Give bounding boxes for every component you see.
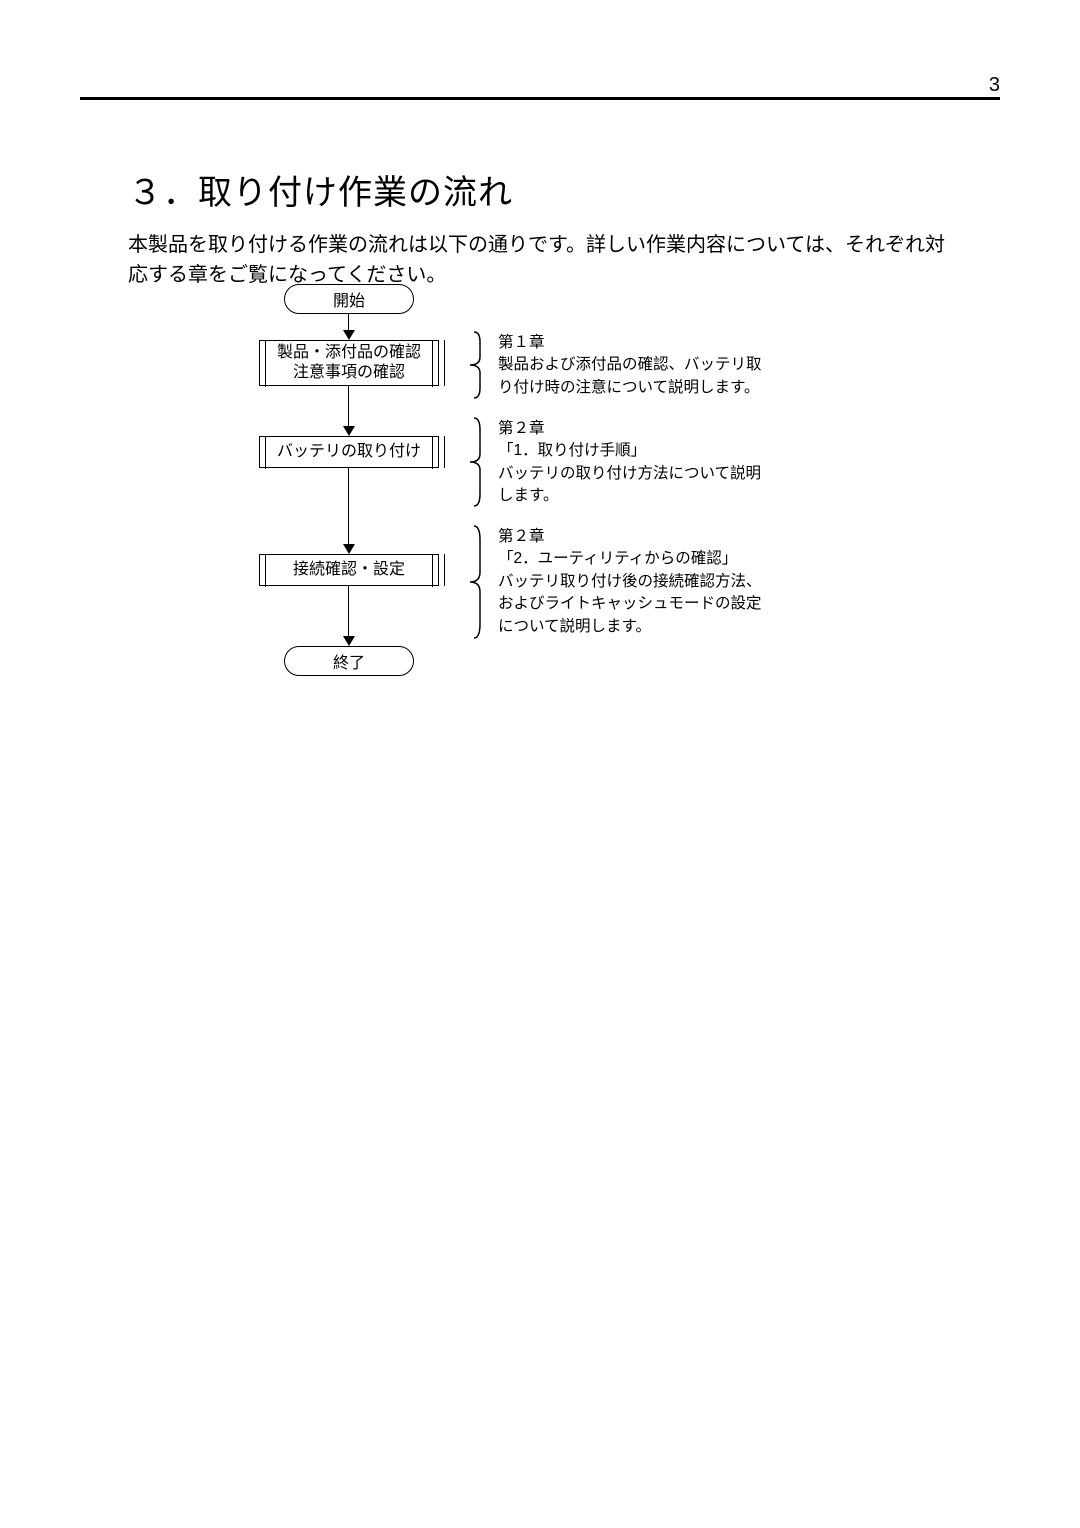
arrowhead-icon: [343, 330, 355, 340]
annotation-subtitle: 「2．ユーティリティからの確認」: [498, 550, 737, 567]
annotation-title: 第１章: [498, 334, 545, 351]
annotation-body: について説明します。: [498, 618, 651, 635]
annotation-body: およびライトキャッシュモードの設定: [498, 595, 762, 612]
predefined-process-stripe: [432, 340, 433, 387]
flowchart-step3-node: 接続確認・設定: [259, 554, 439, 586]
node-label: 製品・添付品の確認 注意事項の確認: [277, 343, 421, 383]
annotation-body: バッテリの取り付け方法について説明: [498, 465, 761, 482]
annotation-body: り付け時の注意について説明します。: [498, 379, 760, 396]
annotation-title: 第２章: [498, 420, 545, 437]
annotation-2: 第２章 「1．取り付け手順」 バッテリの取り付け方法について説明 します。: [498, 418, 838, 508]
arrowhead-icon: [343, 426, 355, 436]
node-label: バッテリの取り付け: [277, 442, 421, 462]
node-label-line: 注意事項の確認: [293, 364, 405, 381]
top-horizontal-rule: [80, 97, 1000, 100]
annotation-body: バッテリ取り付け後の接続確認方法、: [498, 573, 762, 590]
flowchart-step1-node: 製品・添付品の確認 注意事項の確認: [259, 340, 439, 386]
process-side-tick: [444, 554, 445, 586]
predefined-process-stripe: [432, 554, 433, 587]
connector-line: [348, 468, 349, 546]
predefined-process-stripe: [265, 340, 266, 387]
flowchart: 開始 製品・添付品の確認 注意事項の確認 バッテリの取り付け 接続確認・設定 終…: [284, 284, 1004, 734]
intro-paragraph: 本製品を取り付ける作業の流れは以下の通りです。詳しい作業内容については、それぞれ…: [128, 230, 958, 290]
flowchart-step2-node: バッテリの取り付け: [259, 436, 439, 468]
connector-line: [348, 586, 349, 638]
annotation-3: 第２章 「2．ユーティリティからの確認」 バッテリ取り付け後の接続確認方法、 お…: [498, 526, 838, 638]
curly-brace-icon: [462, 416, 486, 508]
annotation-subtitle: 「1．取り付け手順」: [498, 442, 646, 459]
predefined-process-stripe: [265, 436, 266, 469]
node-label: 接続確認・設定: [293, 560, 405, 580]
page-number: 3: [989, 74, 1000, 97]
node-label: 終了: [333, 649, 365, 673]
predefined-process-stripe: [265, 554, 266, 587]
node-label: 開始: [333, 287, 365, 311]
annotation-body: 製品および添付品の確認、バッテリ取: [498, 356, 762, 373]
curly-brace-icon: [462, 524, 486, 640]
flowchart-start-node: 開始: [284, 284, 414, 314]
annotation-title: 第２章: [498, 528, 545, 545]
process-side-tick: [444, 436, 445, 468]
annotation-body: します。: [498, 487, 558, 504]
predefined-process-stripe: [432, 436, 433, 469]
curly-brace-icon: [462, 330, 486, 400]
flowchart-end-node: 終了: [284, 646, 414, 676]
arrowhead-icon: [343, 636, 355, 646]
connector-line: [348, 386, 349, 428]
annotation-1: 第１章 製品および添付品の確認、バッテリ取 り付け時の注意について説明します。: [498, 332, 838, 399]
process-side-tick: [444, 340, 445, 386]
arrowhead-icon: [343, 544, 355, 554]
node-label-line: 製品・添付品の確認: [277, 344, 421, 361]
page-title: ３．取り付け作業の流れ: [128, 165, 513, 214]
